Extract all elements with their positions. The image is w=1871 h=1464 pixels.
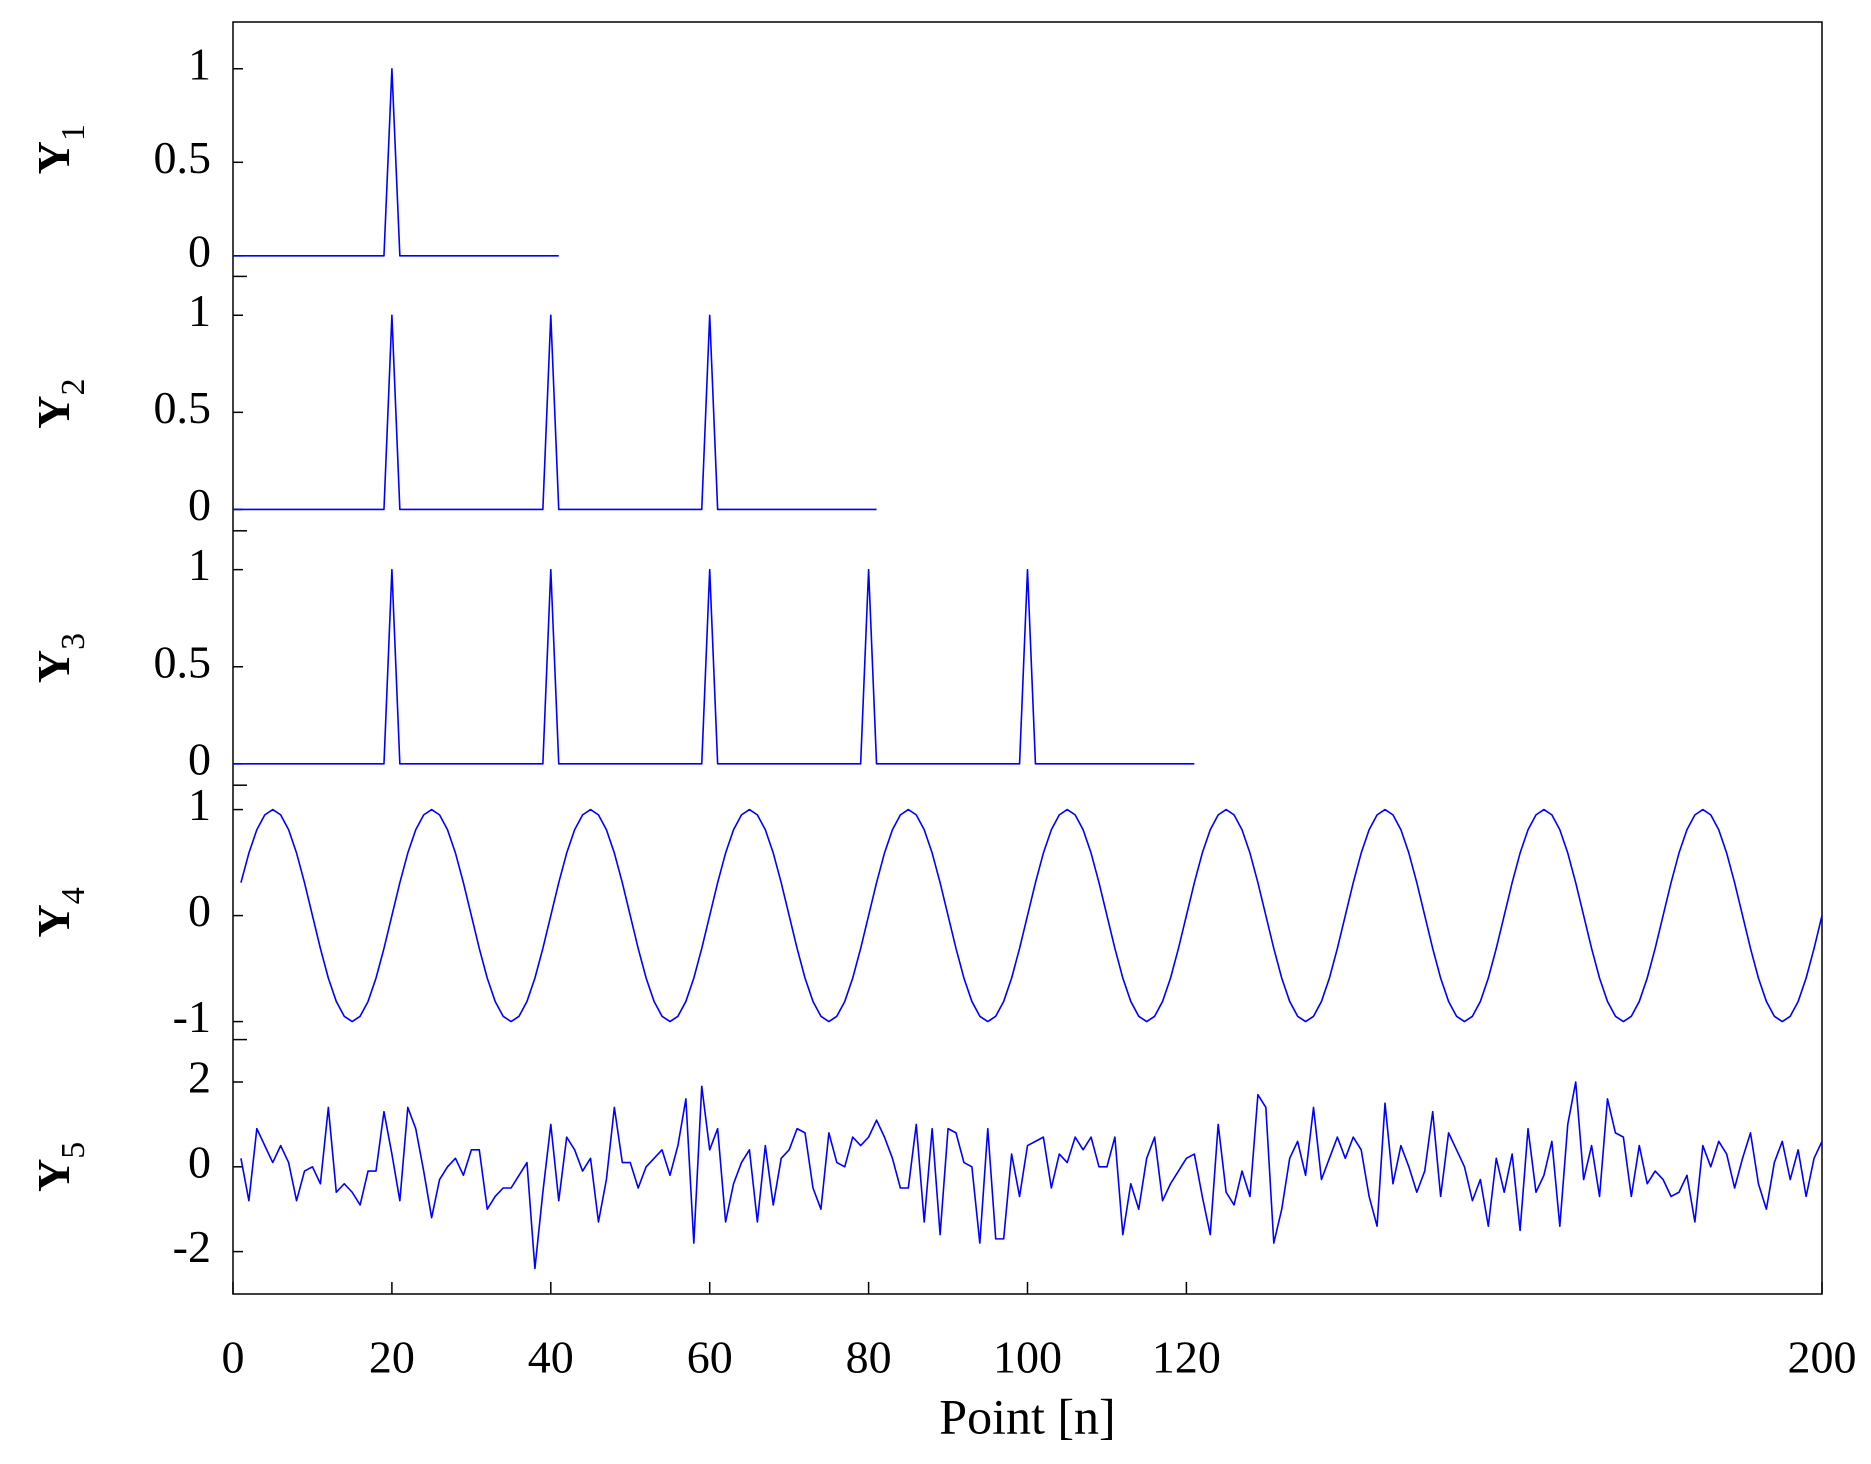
y-tick-label: 1 bbox=[188, 38, 211, 89]
data-line bbox=[233, 314, 877, 511]
x-tick-label: 80 bbox=[846, 1332, 892, 1383]
y-tick-label: 0 bbox=[188, 733, 211, 784]
data-line bbox=[240, 1081, 1823, 1270]
y-tick-label: 0 bbox=[188, 479, 211, 530]
y-tick-label: 0 bbox=[188, 225, 211, 276]
y-tick-label: 1 bbox=[188, 779, 211, 830]
y-tick-label: -1 bbox=[173, 991, 211, 1042]
x-tick-label: 20 bbox=[369, 1332, 415, 1383]
y-tick-label: 0.5 bbox=[154, 132, 212, 183]
y-axis-label: Y3 bbox=[28, 633, 93, 683]
y-tick-label: 1 bbox=[188, 539, 211, 590]
x-axis-label: Point [n] bbox=[939, 1388, 1115, 1444]
x-tick-label: 60 bbox=[687, 1332, 733, 1383]
y-tick-label: 0.5 bbox=[154, 382, 212, 433]
y-axis-label: Y2 bbox=[28, 378, 93, 428]
data-line bbox=[233, 67, 559, 257]
data-line bbox=[233, 568, 1195, 765]
y-tick-label: 0.5 bbox=[154, 636, 212, 687]
y-tick-label: 2 bbox=[188, 1052, 211, 1103]
y-axis-label: Y4 bbox=[28, 887, 93, 937]
x-tick-label: 120 bbox=[1152, 1332, 1221, 1383]
x-tick-label: 100 bbox=[993, 1332, 1062, 1383]
x-tick-label: 40 bbox=[528, 1332, 574, 1383]
x-tick-label: 0 bbox=[222, 1332, 245, 1383]
y-tick-label: 0 bbox=[188, 885, 211, 936]
y-tick-label: 0 bbox=[188, 1136, 211, 1187]
axes-frame bbox=[232, 21, 1823, 1295]
data-line bbox=[240, 808, 1823, 1023]
x-tick-label: 200 bbox=[1788, 1332, 1857, 1383]
y-axis-label: Y5 bbox=[28, 1142, 93, 1192]
y-axis-label: Y1 bbox=[28, 124, 93, 174]
y-tick-label: -2 bbox=[173, 1221, 211, 1272]
y-tick-label: 1 bbox=[188, 285, 211, 336]
